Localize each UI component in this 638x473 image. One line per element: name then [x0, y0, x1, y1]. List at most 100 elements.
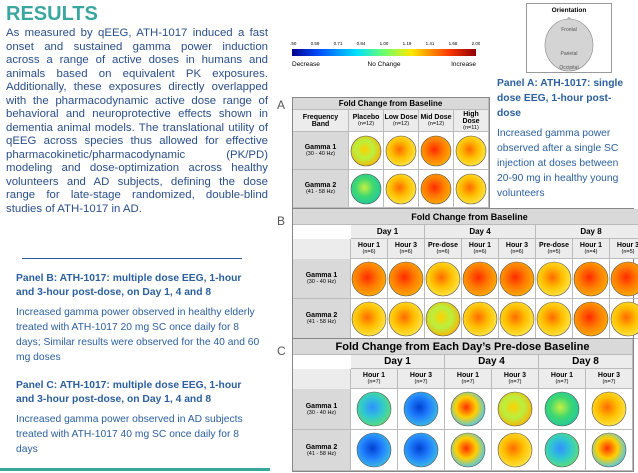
topomap — [591, 432, 627, 468]
topomap-cell — [610, 299, 638, 339]
column-name: Pre-dose — [539, 242, 569, 249]
topomap-cell — [586, 389, 633, 430]
column-n: (n=7) — [461, 379, 475, 385]
column-header: Hour 3 (n=6) — [499, 239, 536, 259]
column-header: Pre-dose (n=6) — [425, 239, 462, 259]
topomap — [499, 301, 535, 336]
colorbar-label: Decrease — [292, 61, 320, 68]
head — [462, 301, 498, 336]
topomap — [450, 432, 486, 468]
panel-letter: A — [277, 98, 286, 112]
section-title: RESULTS — [6, 3, 98, 25]
topomap-cell — [445, 430, 492, 471]
topomap — [420, 173, 452, 204]
topomap-cell — [492, 430, 539, 471]
column-n: (n=4) — [584, 249, 598, 255]
column-n: (n=6) — [362, 249, 376, 255]
column-name: Placebo — [352, 114, 380, 121]
column-header: Hour 1 (n=7) — [539, 369, 586, 389]
column-n: (n=6) — [510, 249, 524, 255]
column-name: Hour 1 — [456, 372, 480, 379]
topomap — [591, 391, 627, 427]
topomap-cell — [454, 132, 489, 170]
head — [610, 301, 638, 336]
head — [420, 173, 452, 204]
intro-text: As measured by qEEG, ATH-1017 induced a … — [6, 27, 268, 215]
column-header: Hour 3 (n=7) — [492, 369, 539, 389]
column-name: Hour 3 — [394, 242, 418, 249]
topomap-cell — [425, 259, 462, 299]
column-n: (n=7) — [555, 379, 569, 385]
head — [573, 261, 609, 296]
topomap-cell — [462, 299, 499, 339]
colorbar-tick: 0.84 — [357, 41, 366, 46]
panel-title: Fold Change from Each Day’s Pre-dose Bas… — [293, 339, 633, 355]
topomap-cell — [425, 299, 462, 339]
head — [536, 261, 572, 296]
topomap — [351, 301, 387, 336]
topomap — [425, 261, 461, 296]
column-name: Hour 3 — [409, 372, 433, 379]
column-name: Hour 1 — [468, 242, 492, 249]
head — [497, 391, 533, 427]
day-header: Day 1 — [351, 355, 445, 369]
label: Frontal — [561, 27, 577, 33]
band-header: Frequency Band — [293, 110, 349, 132]
row-name: Gamma 2 — [305, 312, 338, 319]
day-header: Day 1 — [351, 225, 425, 239]
topomap-cell — [384, 132, 419, 170]
panel-b-description: Panel B: ATH-1017: multiple dose EEG, 1-… — [16, 272, 260, 365]
panel-table: Fold Change from Baseline Frequency Band P… — [292, 97, 490, 209]
topomap — [462, 301, 498, 336]
orientation-box: Orientation Frontal Parietal Occipital — [526, 3, 612, 73]
head — [356, 432, 392, 468]
head — [403, 391, 439, 427]
topomap — [385, 135, 417, 166]
topomap — [499, 261, 535, 296]
column-header: Hour 1 (n=4) — [573, 239, 610, 259]
topomap-cell — [388, 259, 425, 299]
column-n: (n=6) — [399, 249, 413, 255]
body: Increased gamma power observed after a s… — [497, 128, 619, 199]
topomap-cell — [419, 132, 454, 170]
head — [497, 432, 533, 468]
topomap-cell — [536, 299, 573, 339]
orientation-title: Orientation — [552, 7, 587, 14]
topomap — [350, 135, 382, 166]
row-name: Gamma 1 — [305, 272, 338, 279]
head — [536, 301, 572, 336]
color-scale — [292, 49, 476, 56]
panel-title: Fold Change from Baseline — [293, 98, 489, 110]
topomap — [388, 301, 424, 336]
row-range: (30 - 40 Hz) — [305, 151, 336, 157]
panel-letter: B — [277, 214, 286, 228]
topomap-cell — [351, 299, 388, 339]
column-name: High Dose — [462, 110, 480, 125]
head — [388, 261, 424, 296]
topomap — [350, 173, 382, 204]
column-n: (n=7) — [414, 379, 428, 385]
row-range: (41 - 58 Hz) — [306, 319, 337, 325]
topomap-cell — [388, 299, 425, 339]
colorbar-label: Increase — [451, 61, 476, 68]
topomap — [610, 261, 638, 296]
topomap — [544, 432, 580, 468]
head — [351, 301, 387, 336]
column-n: (n=12) — [357, 121, 375, 127]
head — [425, 301, 461, 336]
head — [385, 135, 417, 166]
row-header: Gamma 1 (30 - 40 Hz) — [293, 259, 351, 299]
topomap-cell — [445, 389, 492, 430]
column-header: Hour 3 (n=7) — [586, 369, 633, 389]
row-range: (41 - 58 Hz) — [305, 189, 336, 195]
head — [385, 173, 417, 204]
topomap-cell — [349, 170, 384, 208]
head — [450, 432, 486, 468]
topomap-cell — [536, 259, 573, 299]
topomap — [544, 391, 580, 427]
head — [350, 173, 382, 204]
column-header: Hour 1 (n=6) — [462, 239, 499, 259]
label: Occipital — [559, 65, 578, 71]
column-header: Hour 1 (n=6) — [351, 239, 388, 259]
